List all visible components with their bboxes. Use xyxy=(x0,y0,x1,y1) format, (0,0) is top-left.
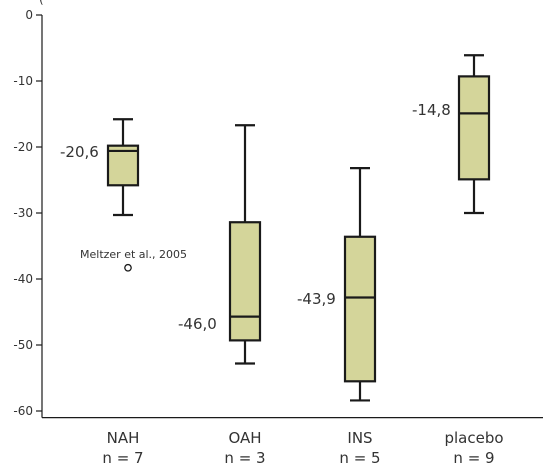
n-label: n = 5 xyxy=(339,449,380,467)
y-tick-label: -30 xyxy=(13,206,33,220)
category-label: NAH xyxy=(107,429,140,447)
boxes-group xyxy=(106,54,491,402)
category-label: OAH xyxy=(228,429,261,447)
box-iqr xyxy=(343,235,377,383)
box-iqr xyxy=(106,144,140,187)
y-tick-label: -10 xyxy=(13,74,33,88)
box-oah xyxy=(228,124,262,365)
labels-group: -20,6 NAH n = 7 -46,0 OAH n = 3 -43,9 INS n = 5 -… xyxy=(60,101,504,467)
y-tick-label: -40 xyxy=(13,272,33,286)
y-tick-label: 0 xyxy=(25,8,33,22)
category-label: placebo xyxy=(444,429,503,447)
y-axis: (0 -10 -20 -30 -40 -50 -60 xyxy=(13,0,543,419)
n-label: n = 9 xyxy=(453,449,494,467)
box-placebo xyxy=(457,54,491,215)
box-ins xyxy=(343,167,377,402)
y-tick-label: -60 xyxy=(13,404,33,418)
median-value-label: -20,6 xyxy=(60,143,99,161)
category-label: INS xyxy=(347,429,372,447)
y-tick-label: -50 xyxy=(13,338,33,352)
outlier-annotation: Meltzer et al., 2005 xyxy=(80,248,187,261)
n-label: n = 7 xyxy=(102,449,143,467)
y-axis-label-fragment: ( xyxy=(39,0,44,6)
n-label: n = 3 xyxy=(224,449,265,467)
median-value-label: -43,9 xyxy=(297,290,336,308)
box-nah xyxy=(106,118,140,217)
y-tick-label: -20 xyxy=(13,140,33,154)
outlier-point xyxy=(124,263,132,272)
median-value-label: -14,8 xyxy=(412,101,451,119)
box-iqr xyxy=(457,75,491,181)
box-iqr xyxy=(228,221,262,342)
median-value-label: -46,0 xyxy=(178,315,217,333)
